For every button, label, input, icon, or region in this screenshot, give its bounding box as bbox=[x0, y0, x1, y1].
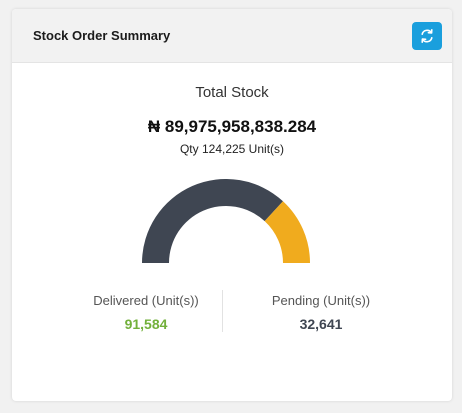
stock-gauge bbox=[142, 179, 310, 263]
refresh-icon bbox=[421, 28, 433, 43]
pending-label: Pending (Unit(s)) bbox=[271, 293, 371, 308]
stock-stats: Delivered (Unit(s)) 91,584 Pending (Unit… bbox=[12, 290, 452, 335]
total-stock-label: Total Stock bbox=[195, 84, 269, 101]
refresh-button[interactable] bbox=[412, 21, 442, 50]
delivered-stat: Delivered (Unit(s)) 91,584 bbox=[46, 290, 246, 332]
gauge-delivered-arc bbox=[142, 179, 283, 263]
stock-order-summary-card: Stock Order Summary Total Stock ₦ 89,975… bbox=[12, 9, 452, 401]
card-title: Stock Order Summary bbox=[33, 28, 171, 43]
delivered-value: 91,584 bbox=[124, 316, 168, 332]
stat-divider bbox=[222, 290, 223, 332]
gauge-pending-arc bbox=[264, 201, 310, 263]
pending-stat: Pending (Unit(s)) 32,641 bbox=[221, 290, 421, 332]
pending-value: 32,641 bbox=[299, 316, 343, 332]
card-header: Stock Order Summary bbox=[12, 9, 452, 63]
total-stock-qty: Qty 124,225 Unit(s) bbox=[179, 142, 285, 156]
delivered-label: Delivered (Unit(s)) bbox=[93, 293, 199, 308]
total-stock-amount: ₦ 89,975,958,838.284 bbox=[147, 117, 317, 136]
